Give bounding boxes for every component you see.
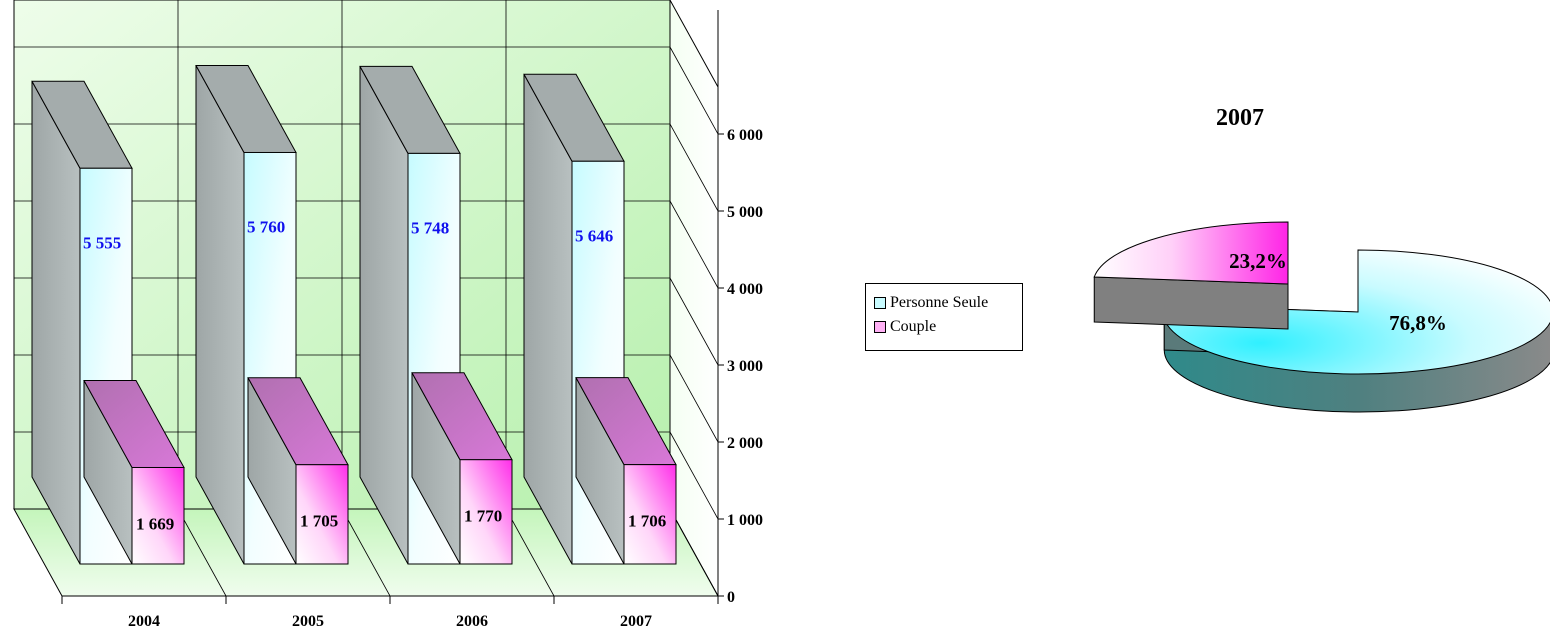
legend-item-personne-seule: Personne Seule [874,291,1022,315]
legend-swatch-couple [874,321,886,333]
x-tick-label: 2007 [620,613,652,630]
gridline-floor [177,508,227,597]
pie-slice-couple-side [1093,276,1289,330]
gridline-side [669,508,719,597]
bar-couple-2007-front [623,464,677,565]
gridline-side [669,354,719,443]
chart-legend: Personne Seule Couple [865,283,1023,351]
data-label-personne-seule: 5 760 [247,217,285,236]
y-tick-label: 5 000 [727,204,763,221]
gridline-side [669,431,719,520]
x-tick-label: 2004 [128,613,160,630]
bar-chart: 5 555 1 669 5 760 1 705 5 748 1 770 5 646 1 706… [13,0,763,630]
bar-couple-2005-front [295,464,349,565]
data-label-personne-seule: 5 748 [411,218,449,237]
data-label-couple: 1 770 [464,507,502,526]
data-label-couple: 1 706 [628,512,666,531]
x-tick-label: 2005 [292,613,324,630]
data-label-personne-seule: 5 646 [575,226,613,245]
data-label-personne-seule: 5 555 [83,233,121,252]
gridline-floor [505,508,555,597]
legend-swatch-personne-seule [874,297,886,309]
pie-slice-couple [1093,221,1289,285]
pie-chart: 76,8% 23,2% [1093,221,1550,413]
y-tick-label: 6 000 [727,127,763,144]
data-label-couple: 1 705 [300,512,338,531]
gridline-side [669,123,719,212]
pie-label-personne-seule: 76,8% [1389,311,1447,335]
legend-item-couple: Couple [874,315,1022,339]
gridline-side [669,200,719,289]
y-tick-label: 3 000 [727,358,763,375]
gridline-side [669,277,719,366]
pie-slice-personne-seule [1162,249,1550,375]
gridline-side [669,46,719,135]
pie-label-couple: 23,2% [1229,249,1287,273]
data-label-couple: 1 669 [136,514,174,533]
y-tick-label: 4 000 [727,281,763,298]
pie-title: 2007 [1216,105,1264,131]
gridline-floor [341,508,391,597]
legend-label-couple: Couple [890,318,937,335]
bar-couple-2004-front [131,466,185,565]
legend-label-personne-seule: Personne Seule [890,294,989,311]
bar-couple-2006-front [459,459,513,565]
y-tick-label: 2 000 [727,435,763,452]
y-tick-label: 0 [727,589,735,606]
x-tick-label: 2006 [456,613,488,630]
y-tick-label: 1 000 [727,512,763,529]
